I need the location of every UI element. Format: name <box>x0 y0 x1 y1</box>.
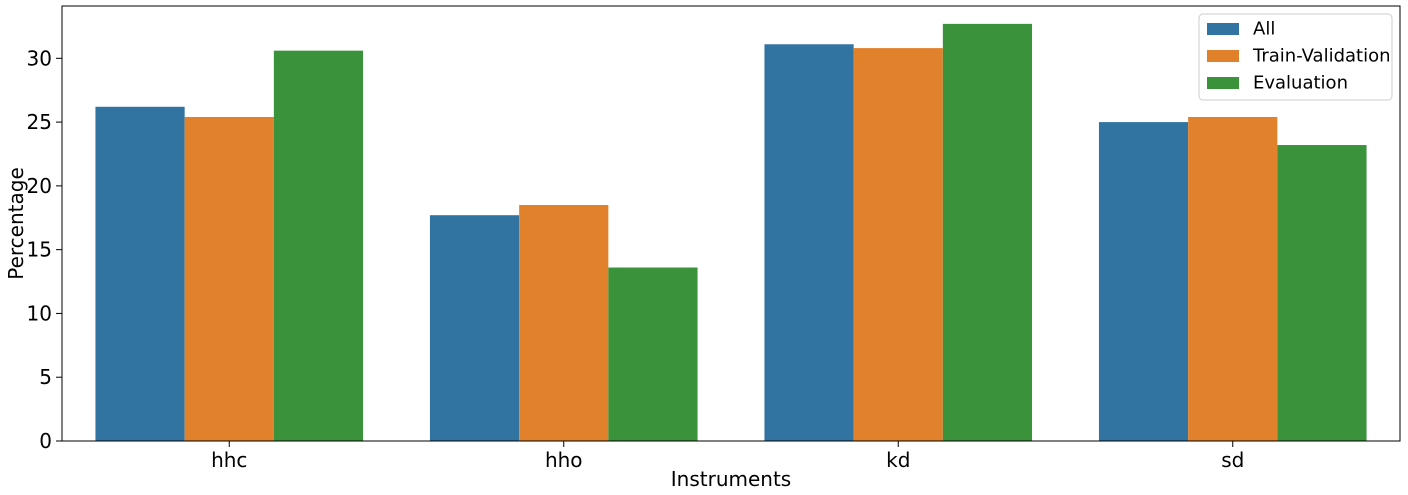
y-tick-label: 10 <box>27 301 52 325</box>
bar-hhc-evaluation <box>273 50 364 441</box>
x-axis-label: Instruments <box>671 467 791 491</box>
legend-swatch <box>1207 23 1239 35</box>
legend-box <box>1198 13 1393 101</box>
x-tick-label-hho: hho <box>545 448 583 472</box>
bar-sd-evaluation <box>1277 145 1367 441</box>
bar-hho-train-validation <box>519 205 609 441</box>
x-tick-label-sd: sd <box>1221 448 1244 472</box>
bar-kd-train-validation <box>853 48 943 442</box>
y-tick-label: 0 <box>39 429 52 453</box>
x-axis: hhc hho kd sd <box>211 441 1244 472</box>
bar-kd-all <box>764 44 854 441</box>
bar-hhc-train-validation <box>184 116 274 441</box>
y-tick-label: 30 <box>27 46 52 70</box>
bar-hho-evaluation <box>608 267 698 441</box>
y-tick-label: 15 <box>27 238 52 262</box>
bar-hhc-all <box>95 106 185 441</box>
legend-label: Evaluation <box>1253 73 1348 94</box>
legend-label: Train-Validation <box>1252 46 1391 67</box>
plot-frame <box>61 5 1401 442</box>
legend-swatch <box>1207 50 1239 62</box>
y-axis-label: Percentage <box>4 167 28 280</box>
legend-label: All <box>1253 19 1275 40</box>
legend-swatch <box>1207 77 1239 89</box>
y-tick-label: 25 <box>27 110 52 134</box>
legend: All Train-Validation Evaluation <box>1198 13 1393 101</box>
bars-group <box>95 23 1367 442</box>
y-tick-label: 5 <box>39 365 52 389</box>
bar-hho-all <box>429 215 520 441</box>
y-tick-label: 20 <box>27 174 52 198</box>
x-tick-label-hhc: hhc <box>211 448 247 472</box>
bar-sd-train-validation <box>1188 116 1278 441</box>
bar-kd-evaluation <box>942 23 1033 441</box>
y-axis: 0 5 10 15 20 25 30 <box>27 46 62 453</box>
bar-sd-all <box>1098 122 1189 441</box>
x-tick-label-kd: kd <box>886 448 910 472</box>
